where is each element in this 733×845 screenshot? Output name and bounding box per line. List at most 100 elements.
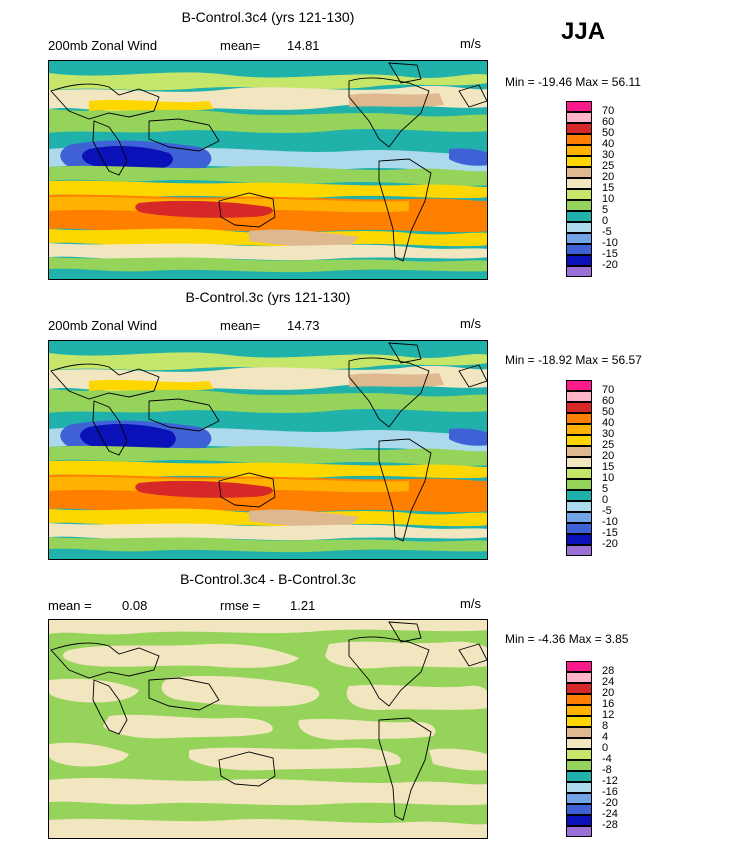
colorbar-tick-label: 5	[602, 204, 609, 216]
colorbar-tick-label: 24	[602, 676, 615, 688]
colorbar-tick-label: -20	[602, 259, 618, 271]
colorbar-tick-label: 70	[602, 384, 615, 396]
colorbar-tick-label: 40	[602, 138, 615, 150]
colorbar-tick-label: 30	[602, 428, 615, 440]
panel1-wind-map	[49, 61, 487, 279]
colorbar-swatch	[566, 661, 592, 672]
panel2-max-value: 56.57	[611, 353, 642, 367]
panel3-mean-label: mean =	[48, 598, 92, 613]
colorbar-tick-label: -28	[602, 819, 618, 831]
colorbar-swatch	[566, 380, 592, 391]
panel2-map	[48, 340, 488, 560]
colorbar-tick-label: -16	[602, 786, 618, 798]
panel3-max-label: Max =	[568, 632, 602, 646]
colorbar-swatch	[566, 145, 592, 156]
panel2-field-label: 200mb Zonal Wind	[48, 318, 158, 333]
colorbar-tick-label: -24	[602, 808, 618, 820]
colorbar-tick-label: 0	[602, 215, 609, 227]
panel1-minmax: Min = -19.46 Max = 56.11	[505, 75, 641, 89]
colorbar-swatch	[566, 793, 592, 804]
colorbar-swatch	[566, 457, 592, 468]
panel1-colorbar: 70 60 50 40 30 25 20 15 10 5 0 -5 -10 -15 -20	[566, 101, 618, 277]
colorbar-tick-label: -20	[602, 538, 618, 550]
panel1-min-value: -19.46	[538, 75, 573, 89]
colorbar-swatch	[566, 782, 592, 793]
panel2-min-label: Min =	[505, 353, 535, 367]
colorbar-tick-label: 50	[602, 127, 615, 139]
colorbar-swatch	[566, 534, 592, 545]
colorbar-tick-label: -15	[602, 248, 618, 260]
colorbar-tick-label: 70	[602, 105, 615, 117]
colorbar-tick-label: 0	[602, 494, 609, 506]
colorbar-swatch	[566, 233, 592, 244]
colorbar-swatch	[566, 468, 592, 479]
colorbar-swatch	[566, 424, 592, 435]
colorbar-tick-label: 16	[602, 698, 615, 710]
colorbar-swatch	[566, 112, 592, 123]
colorbar-tick-label: 4	[602, 731, 609, 743]
panel3-min-label: Min =	[505, 632, 535, 646]
panel3-units: m/s	[460, 596, 481, 611]
colorbar-swatch	[566, 178, 592, 189]
panel3-rmse-label: rmse =	[220, 598, 261, 613]
panel2-wind-map	[49, 341, 487, 559]
colorbar-swatch	[566, 749, 592, 760]
colorbar-tick-label: 30	[602, 149, 615, 161]
colorbar-tick-label: 15	[602, 182, 615, 194]
panel2-max-label: Max =	[575, 353, 609, 367]
colorbar-swatch	[566, 490, 592, 501]
panel1-max-value: 56.11	[611, 75, 641, 89]
colorbar-tick-label: 20	[602, 171, 615, 183]
panel2-units: m/s	[460, 316, 481, 331]
panel1-mean-value: 14.81	[287, 38, 320, 53]
panel3-minmax: Min = -4.36 Max = 3.85	[505, 632, 628, 646]
colorbar-swatch	[566, 683, 592, 694]
colorbar-tick-label: 28	[602, 665, 615, 677]
colorbar-tick-label: 20	[602, 450, 615, 462]
panel2-mean-value: 14.73	[287, 318, 320, 333]
colorbar-tick-label: 20	[602, 687, 615, 699]
panel1-units: m/s	[460, 36, 481, 51]
panel2-min-value: -18.92	[538, 353, 573, 367]
colorbar-tick-label: -4	[602, 753, 612, 765]
colorbar-swatch	[566, 705, 592, 716]
colorbar-swatch	[566, 523, 592, 534]
colorbar-tick-label: 0	[602, 742, 609, 754]
colorbar-swatch	[566, 512, 592, 523]
colorbar-swatch	[566, 694, 592, 705]
colorbar-swatch	[566, 167, 592, 178]
panel1-mean-label: mean=	[220, 38, 261, 53]
colorbar-swatch	[566, 479, 592, 490]
colorbar-swatch	[566, 804, 592, 815]
panel3-map	[48, 619, 488, 839]
colorbar-swatch	[566, 501, 592, 512]
colorbar-swatch	[566, 672, 592, 683]
colorbar-swatch	[566, 156, 592, 167]
colorbar-tick-label: -20	[602, 797, 618, 809]
colorbar-swatch	[566, 123, 592, 134]
colorbar-tick-label: -15	[602, 527, 618, 539]
panel3-mean-value: 0.08	[122, 598, 148, 613]
colorbar-tick-label: 25	[602, 439, 615, 451]
panel3-colorbar: 28 24 20 16 12 8 4 0 -4 -8 -12 -16 -20 -24 -28	[566, 661, 618, 837]
panel1-max-label: Max =	[575, 75, 609, 89]
colorbar-tick-label: -5	[602, 505, 612, 517]
colorbar-swatch	[566, 211, 592, 222]
colorbar-tick-label: 8	[602, 720, 609, 732]
colorbar-tick-label: 40	[602, 417, 615, 429]
panel3-rmse-value: 1.21	[290, 598, 316, 613]
colorbar-swatch	[566, 716, 592, 727]
colorbar-swatch	[566, 738, 592, 749]
colorbar-tick-label: 60	[602, 116, 615, 128]
colorbar-tick-label: 60	[602, 395, 615, 407]
colorbar-swatch	[566, 101, 592, 112]
colorbar-swatch	[566, 435, 592, 446]
colorbar-tick-label: 10	[602, 193, 615, 205]
panel3-difference-map	[49, 620, 487, 838]
panel3-max-value: 3.85	[605, 632, 629, 646]
colorbar-swatch	[566, 727, 592, 738]
colorbar-tick-label: -10	[602, 237, 618, 249]
panel2-minmax: Min = -18.92 Max = 56.57	[505, 353, 642, 367]
panel2-mean-label: mean=	[220, 318, 261, 333]
colorbar-swatch	[566, 189, 592, 200]
